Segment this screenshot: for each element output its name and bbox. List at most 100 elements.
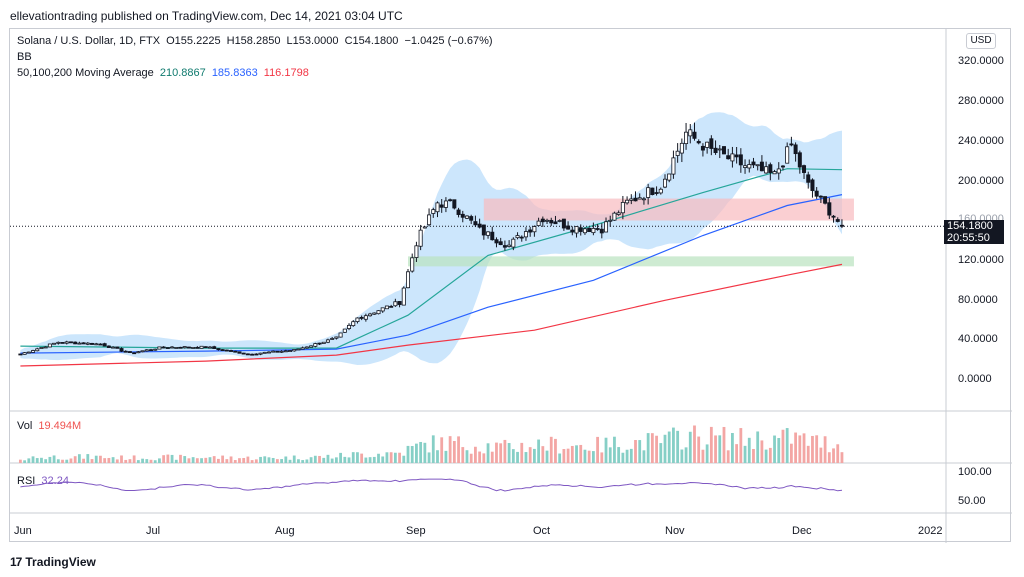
candle-body: [494, 239, 499, 244]
volume-bar: [676, 430, 680, 463]
candle-body: [325, 339, 330, 343]
candle-body: [578, 227, 583, 232]
volume-bar: [452, 440, 456, 463]
volume-bar: [587, 450, 591, 463]
volume-bar: [305, 459, 309, 463]
candle-body: [675, 150, 680, 156]
volume-bar: [398, 452, 401, 463]
volume-bar: [680, 449, 684, 463]
candle-body: [140, 350, 145, 353]
candle-body: [734, 154, 739, 158]
candle-body: [64, 341, 69, 344]
candle-body: [818, 195, 823, 198]
candle-body: [262, 351, 267, 354]
candle-body: [768, 164, 773, 173]
candle-body: [629, 198, 634, 201]
last-price-value: 154.1800: [947, 220, 993, 232]
volume-bar: [107, 457, 111, 463]
candle-body: [620, 202, 625, 214]
volume-bar: [225, 459, 229, 463]
volume-bar: [579, 444, 583, 463]
volume-bar: [537, 439, 541, 463]
candle-body: [405, 271, 410, 289]
candle-body: [245, 353, 250, 356]
volume-bar: [638, 440, 642, 463]
volume-bar: [61, 459, 64, 463]
tradingview-logo[interactable]: 17 TradingView: [10, 555, 96, 569]
legend-bb-label: BB: [17, 51, 32, 63]
candle-body: [216, 348, 221, 351]
volume-bar: [44, 459, 48, 463]
volume-bar: [111, 457, 115, 463]
volume-bar: [625, 449, 629, 463]
chart-canvas[interactable]: [10, 29, 1012, 543]
volume-bar: [128, 459, 132, 463]
volume-bar: [752, 448, 755, 463]
candle-body: [102, 343, 107, 347]
candle-body: [94, 343, 99, 346]
volume-bar: [819, 447, 823, 463]
volume-bar: [448, 436, 452, 463]
volume-bar: [275, 459, 279, 463]
volume-bar: [840, 452, 844, 463]
volume-bar: [419, 441, 423, 463]
volume-bar: [613, 436, 616, 463]
legend-symbol[interactable]: Solana / U.S. Dollar, 1D, FTX: [17, 35, 161, 47]
volume-bar: [69, 458, 73, 463]
volume-bar: [136, 460, 140, 463]
volume-legend[interactable]: Vol 19.494M: [17, 420, 84, 432]
legend-low: L153.0000: [286, 35, 339, 47]
candle-body: [616, 212, 621, 215]
candle-body: [363, 315, 368, 320]
volume-bar: [377, 453, 380, 463]
volume-bar: [768, 447, 772, 463]
volume-bar: [65, 459, 69, 463]
candle-body: [490, 231, 495, 241]
y-tick-label: 320.0000: [958, 55, 1004, 67]
candle-body: [700, 145, 705, 151]
volume-bar: [423, 442, 427, 463]
volume-bar: [773, 435, 776, 463]
volume-bar: [179, 454, 182, 463]
legend-ma[interactable]: 50,100,200 Moving Average 210.8867 185.8…: [17, 67, 312, 79]
volume-bar: [410, 446, 414, 463]
volume-bar: [440, 437, 444, 463]
candle-body: [806, 174, 811, 183]
candle-body: [814, 190, 819, 197]
legend-symbol-row: Solana / U.S. Dollar, 1D, FTX O155.2225 …: [17, 35, 496, 47]
legend-bb[interactable]: BB: [17, 51, 35, 63]
candle-body: [625, 199, 630, 204]
candle-body: [839, 224, 844, 227]
volume-bar: [747, 437, 751, 463]
volume-bar: [524, 452, 528, 463]
chart-frame[interactable]: Solana / U.S. Dollar, 1D, FTX O155.2225 …: [9, 28, 1012, 543]
volume-bar: [356, 452, 359, 463]
candle-body: [561, 218, 566, 229]
volume-bar: [735, 444, 739, 463]
x-tick-label: Aug: [275, 525, 295, 537]
legend-high: H158.2850: [226, 35, 281, 47]
volume-bar: [212, 456, 216, 463]
candle-body: [486, 231, 491, 236]
volume-bar: [259, 456, 262, 463]
volume-bar: [402, 455, 406, 463]
volume-bar: [52, 455, 56, 463]
volume-bar: [789, 443, 793, 463]
candle-body: [612, 212, 617, 221]
volume-bar: [242, 457, 246, 463]
candle-body: [692, 131, 697, 139]
volume-bar: [802, 433, 806, 463]
currency-button[interactable]: USD: [966, 33, 996, 49]
candle-body: [448, 199, 453, 202]
volume-bar: [174, 459, 178, 463]
candle-body: [717, 148, 722, 151]
volume-bar: [705, 444, 709, 463]
volume-bar: [343, 456, 347, 463]
volume-bar: [646, 433, 650, 463]
candle-body: [161, 346, 166, 349]
tradingview-logo-icon: 17: [10, 555, 22, 569]
candle-body: [755, 164, 760, 167]
volume-bar: [516, 451, 519, 463]
rsi-legend[interactable]: RSI 32.24: [17, 475, 72, 487]
candle-body: [18, 353, 23, 356]
